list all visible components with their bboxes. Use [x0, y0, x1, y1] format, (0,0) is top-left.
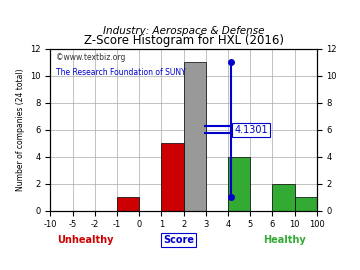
Text: Score: Score — [163, 235, 194, 245]
Bar — [294, 197, 317, 211]
Y-axis label: Number of companies (24 total): Number of companies (24 total) — [15, 68, 24, 191]
Bar — [161, 143, 184, 211]
Title: Z-Score Histogram for HXL (2016): Z-Score Histogram for HXL (2016) — [84, 35, 284, 48]
Text: 4.1301: 4.1301 — [234, 124, 268, 135]
Bar — [184, 62, 206, 211]
Text: The Research Foundation of SUNY: The Research Foundation of SUNY — [56, 68, 185, 77]
Text: Industry: Aerospace & Defense: Industry: Aerospace & Defense — [103, 26, 264, 36]
Text: Healthy: Healthy — [264, 235, 306, 245]
Text: ©www.textbiz.org: ©www.textbiz.org — [56, 53, 125, 62]
Bar — [117, 197, 139, 211]
Bar — [273, 184, 294, 211]
Text: Unhealthy: Unhealthy — [57, 235, 113, 245]
Bar — [228, 157, 250, 211]
